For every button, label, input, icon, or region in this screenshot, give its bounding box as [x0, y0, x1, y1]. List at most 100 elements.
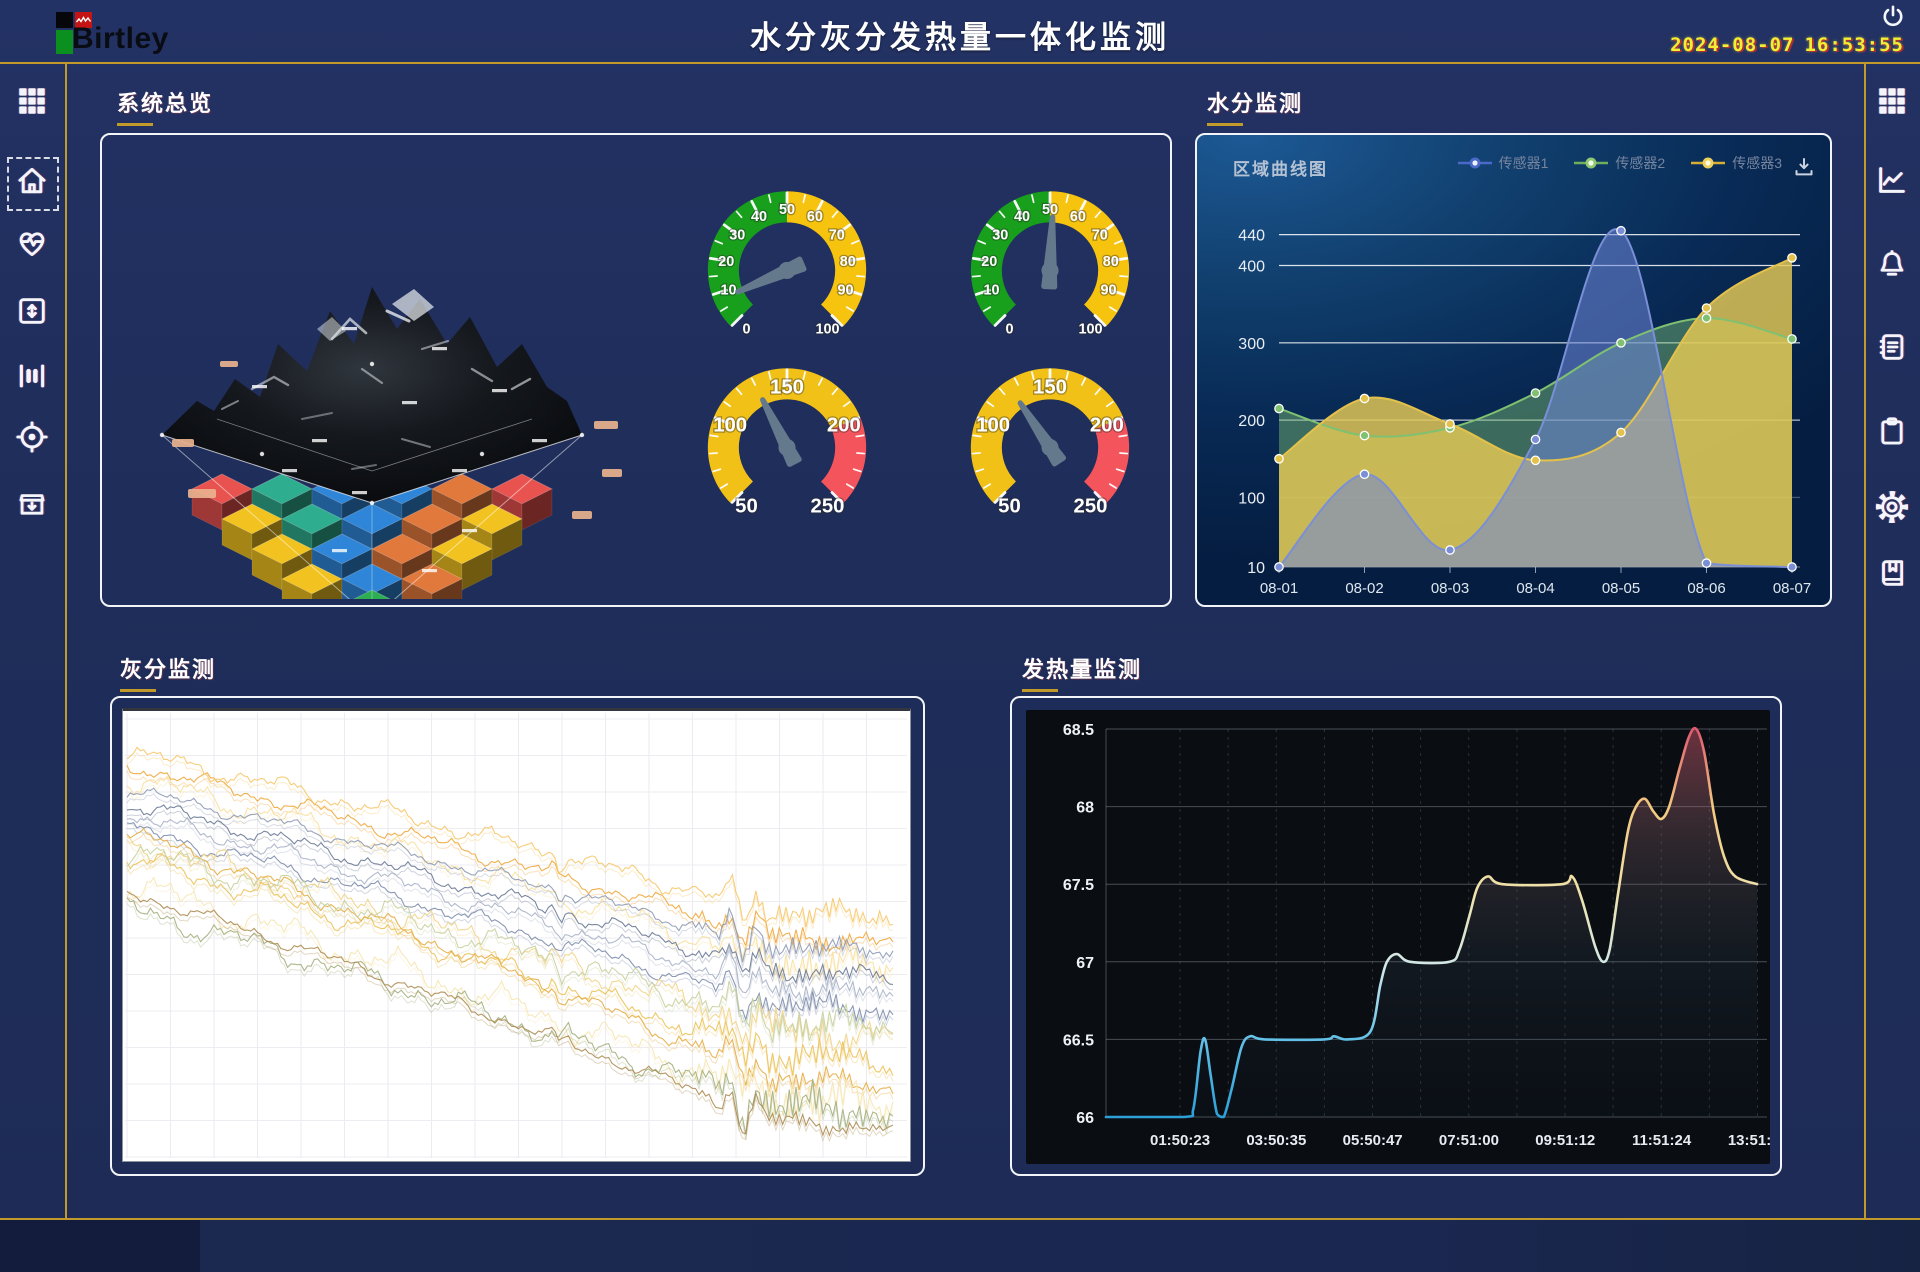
footer-segment	[200, 1220, 1920, 1272]
svg-text:10: 10	[983, 283, 999, 299]
svg-text:08-06: 08-06	[1687, 580, 1725, 597]
sidebar-right-document-icon[interactable]	[1875, 330, 1909, 364]
svg-text:20: 20	[718, 254, 734, 270]
svg-text:100: 100	[976, 414, 1010, 436]
moisture-card-title: 区域曲线图	[1233, 160, 1328, 179]
legend-marker-sensor1	[1457, 157, 1492, 169]
sidebar-left-heart-pulse-icon[interactable]	[15, 226, 49, 260]
ash-panel	[110, 696, 925, 1176]
svg-text:200: 200	[1238, 413, 1265, 430]
left-rail-divider	[65, 62, 67, 1218]
sidebar-left-archive-icon[interactable]	[15, 486, 49, 520]
svg-text:09:51:12: 09:51:12	[1535, 1132, 1595, 1149]
sidebar-right-book-icon[interactable]	[1875, 556, 1909, 590]
svg-text:08-01: 08-01	[1260, 580, 1298, 597]
right-rail-divider	[1864, 62, 1866, 1218]
download-icon[interactable]	[1792, 155, 1816, 179]
svg-text:50: 50	[779, 202, 795, 218]
overview-section-title: 系统总览	[117, 86, 213, 126]
sidebar-right-gear-icon[interactable]	[1875, 490, 1909, 524]
sidebar-left-elevator-icon[interactable]	[15, 294, 49, 328]
moisture-area-chart: 10 100 200 300 400 440 08-01 08-02 08-03 08-04 08-…	[1238, 225, 1811, 597]
svg-text:10: 10	[720, 283, 736, 299]
sidebar-right-clipboard-icon[interactable]	[1875, 414, 1909, 448]
legend-item-sensor2[interactable]: 传感器2	[1574, 153, 1665, 173]
footer-bar	[0, 1220, 1920, 1272]
svg-text:70: 70	[829, 228, 845, 244]
logo-black-square	[56, 12, 73, 28]
sidebar-left-home-icon[interactable]	[15, 164, 49, 198]
svg-text:150: 150	[1033, 376, 1067, 398]
svg-text:70: 70	[1092, 228, 1108, 244]
gauge-ash-2: 50 100 150 200 250	[943, 349, 1157, 536]
overview-panel: 0 10 20 30 40 50 60 70 80 90 100 0 10 20 30 40 50 60 70 80…	[100, 133, 1172, 607]
svg-text:250: 250	[1074, 496, 1108, 518]
ash-multiline-chart	[125, 713, 907, 1158]
legend-marker-sensor3	[1691, 157, 1726, 169]
svg-text:60: 60	[1070, 209, 1086, 225]
svg-text:100: 100	[1238, 490, 1265, 507]
svg-text:40: 40	[1014, 209, 1030, 225]
svg-text:0: 0	[742, 322, 750, 338]
svg-text:100: 100	[1078, 322, 1102, 338]
svg-text:440: 440	[1238, 228, 1265, 245]
svg-text:11:51:24: 11:51:24	[1632, 1132, 1692, 1149]
svg-text:08-03: 08-03	[1431, 580, 1469, 597]
svg-text:200: 200	[827, 414, 861, 436]
sidebar-right-grid-icon[interactable]	[1875, 84, 1909, 118]
logo-green-square	[56, 30, 73, 54]
svg-text:01:50:23: 01:50:23	[1150, 1132, 1210, 1149]
svg-text:50: 50	[1042, 202, 1058, 218]
svg-text:30: 30	[992, 228, 1008, 244]
svg-text:68.5: 68.5	[1063, 722, 1094, 739]
moisture-section-title: 水分监测	[1207, 86, 1303, 126]
title-underline	[117, 123, 153, 126]
title-underline	[1022, 689, 1058, 692]
svg-text:0: 0	[1005, 322, 1013, 338]
sidebar-left-target-icon[interactable]	[15, 420, 49, 454]
page-title: 水分灰分发热量一体化监测	[750, 20, 1170, 55]
gauge-ash-1: 50 100 150 200 250	[680, 349, 894, 536]
svg-text:08-07: 08-07	[1773, 580, 1811, 597]
svg-text:68: 68	[1076, 800, 1094, 817]
svg-text:66: 66	[1076, 1110, 1094, 1127]
sidebar-right-bell-icon[interactable]	[1875, 247, 1909, 281]
heat-chart-card: 66 66.5 67 67.5 68 68.5 01:50:23 03:50:35 05:50:…	[1026, 710, 1788, 1164]
title-underline	[1207, 123, 1243, 126]
footer-divider-line	[0, 1218, 1920, 1220]
svg-text:40: 40	[751, 209, 767, 225]
svg-text:200: 200	[1090, 414, 1124, 436]
svg-text:67.5: 67.5	[1063, 877, 1094, 894]
legend-item-sensor1[interactable]: 传感器1	[1457, 153, 1548, 173]
sidebar-left-grid-icon[interactable]	[15, 84, 49, 118]
sidebar-left-columns-icon[interactable]	[15, 359, 49, 393]
datetime-clock: 2024-08-07 16:53:55	[1670, 34, 1904, 56]
moisture-panel: 区域曲线图 传感器1 传感器2 传感器3 10 100 200 300 400 440 08…	[1195, 133, 1832, 607]
legend-marker-sensor2	[1574, 157, 1609, 169]
coal-3d-visual	[159, 287, 622, 599]
svg-text:90: 90	[1100, 283, 1116, 299]
svg-text:30: 30	[729, 228, 745, 244]
title-underline	[120, 689, 156, 692]
svg-text:150: 150	[770, 376, 804, 398]
brand-logo: Birtley	[56, 4, 236, 60]
header-divider-line	[0, 62, 1920, 64]
svg-text:50: 50	[735, 496, 758, 518]
heat-panel: 66 66.5 67 67.5 68 68.5 01:50:23 03:50:35 05:50:…	[1010, 696, 1788, 1176]
svg-text:07:51:00: 07:51:00	[1439, 1132, 1499, 1149]
power-icon[interactable]	[1880, 4, 1906, 30]
sidebar-right-line-chart-icon[interactable]	[1875, 163, 1909, 197]
logo-red-wave-square	[75, 12, 92, 28]
svg-text:20: 20	[981, 254, 997, 270]
svg-text:400: 400	[1238, 259, 1265, 276]
moisture-legend: 传感器1 传感器2 传感器3	[1457, 153, 1782, 173]
svg-text:80: 80	[1103, 254, 1119, 270]
svg-text:08-04: 08-04	[1516, 580, 1554, 597]
selected-item-outline	[7, 157, 59, 211]
heat-line-chart: 66 66.5 67 67.5 68 68.5 01:50:23 03:50:35 05:50:…	[1063, 722, 1788, 1149]
svg-text:03:50:35: 03:50:35	[1246, 1132, 1306, 1149]
svg-text:300: 300	[1238, 336, 1265, 353]
legend-item-sensor3[interactable]: 传感器3	[1691, 153, 1782, 173]
svg-text:08-02: 08-02	[1345, 580, 1383, 597]
